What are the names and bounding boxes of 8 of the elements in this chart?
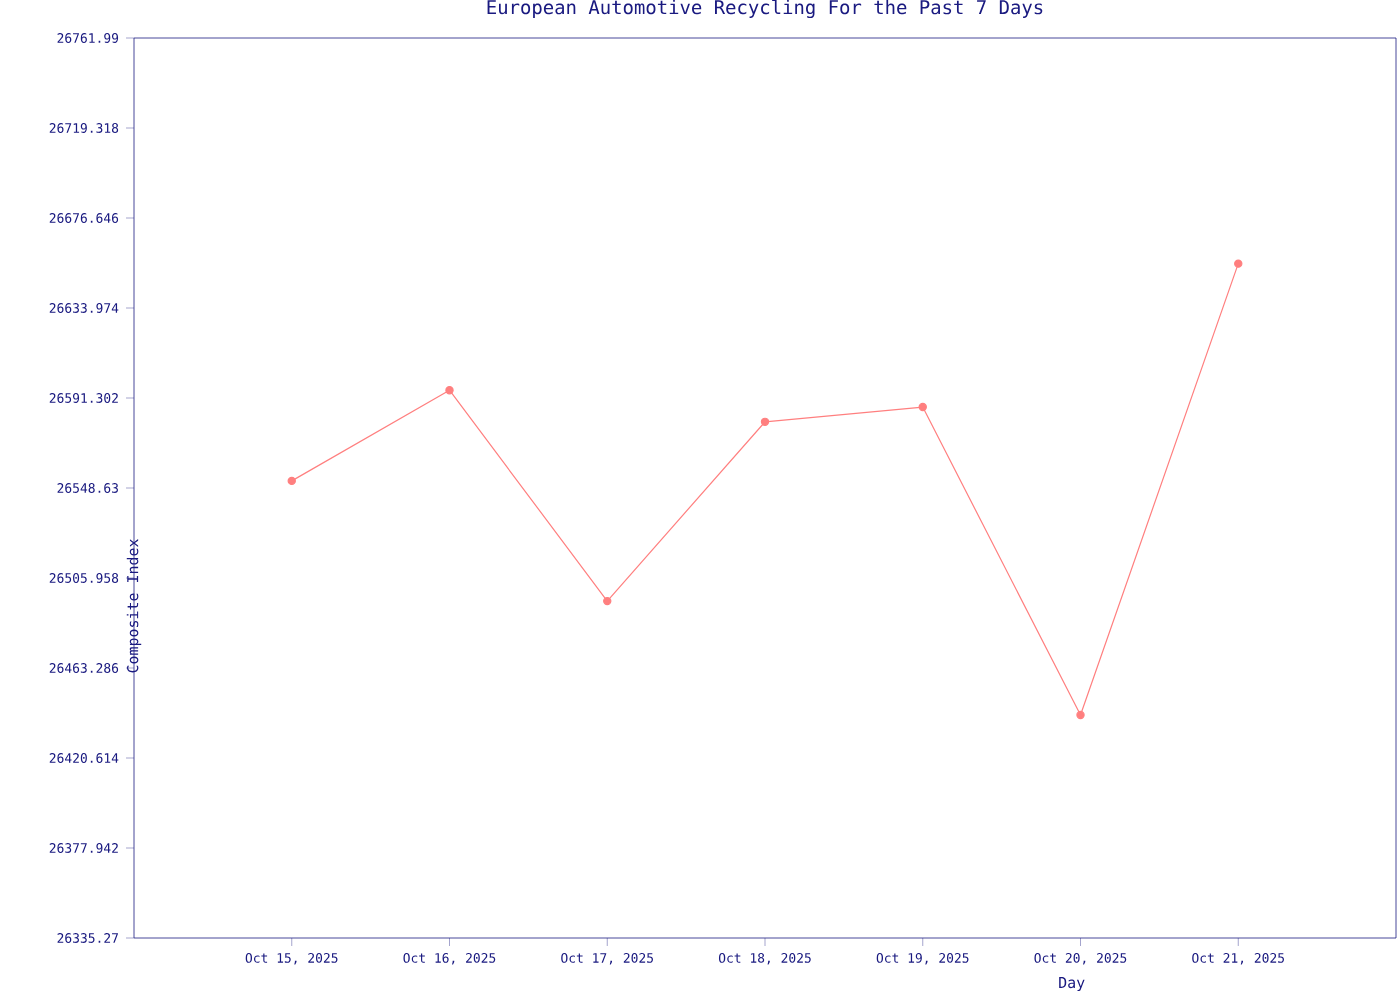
point [445,386,454,395]
point [603,596,612,606]
point [287,476,296,486]
point [1076,710,1085,720]
point [918,402,927,412]
chart-title: European Automotive Recycling For the Past 7 Days [487,0,1043,19]
point [1234,259,1243,268]
point [760,417,770,427]
